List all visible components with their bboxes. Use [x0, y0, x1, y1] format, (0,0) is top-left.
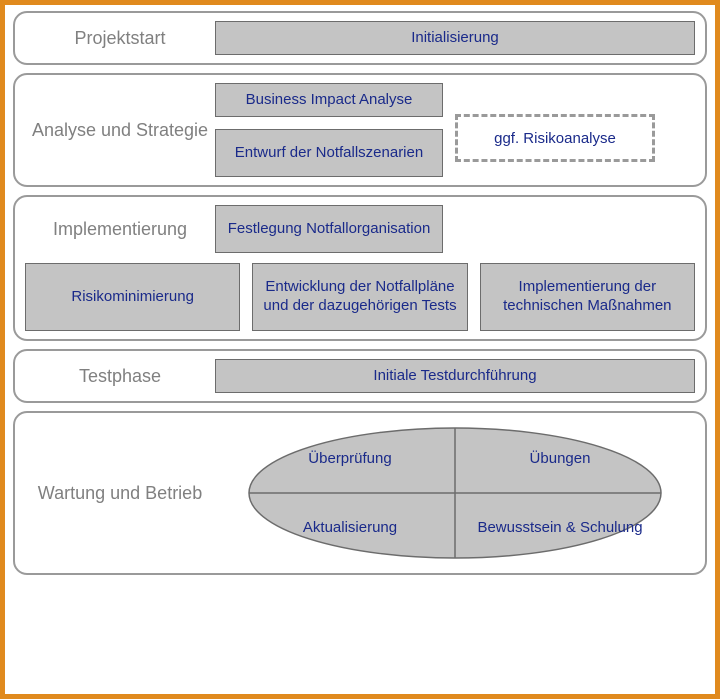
panel-wartung-betrieb: Wartung und Betrieb Überprüfung Übungen … [13, 411, 707, 575]
maintenance-cycle-ellipse: Überprüfung Übungen Aktualisierung Bewus… [245, 424, 665, 562]
activity-risikominimierung: Risikominimierung [25, 263, 240, 331]
activity-business-impact: Business Impact Analyse [215, 83, 443, 117]
phase-label-implementierung: Implementierung [25, 218, 215, 241]
panel-implementierung: Implementierung Festlegung Notfallorgani… [13, 195, 707, 341]
phase-label-projektstart: Projektstart [25, 27, 215, 50]
cycle-ueberpruefung: Überprüfung [245, 424, 455, 493]
activity-festlegung-notfallorganisation: Festlegung Notfallorganisation [215, 205, 443, 253]
activity-entwicklung-notfallplaene: Entwicklung der Notfallpläne und der daz… [252, 263, 467, 331]
phase-label-analyse: Analyse und Strategie [25, 119, 215, 142]
activity-initialisierung: Initialisierung [215, 21, 695, 55]
activity-implementierung-technisch: Implementierung der technischen Maßnahme… [480, 263, 695, 331]
phase-label-wartung: Wartung und Betrieb [25, 482, 215, 505]
cycle-bewusstsein-schulung: Bewusstsein & Schulung [455, 493, 665, 562]
activity-risikoanalyse-optional: ggf. Risikoanalyse [455, 114, 655, 162]
panel-analyse-strategie: Analyse und Strategie Business Impact An… [13, 73, 707, 187]
cycle-aktualisierung: Aktualisierung [245, 493, 455, 562]
phase-label-testphase: Testphase [25, 365, 215, 388]
activity-initiale-testdurchfuehrung: Initiale Testdurchführung [215, 359, 695, 393]
panel-projektstart: Projektstart Initialisierung [13, 11, 707, 65]
cycle-uebungen: Übungen [455, 424, 665, 493]
diagram-frame: Projektstart Initialisierung Analyse und… [0, 0, 720, 699]
panel-testphase: Testphase Initiale Testdurchführung [13, 349, 707, 403]
activity-entwurf-notfallszenarien: Entwurf der Notfallszenarien [215, 129, 443, 177]
